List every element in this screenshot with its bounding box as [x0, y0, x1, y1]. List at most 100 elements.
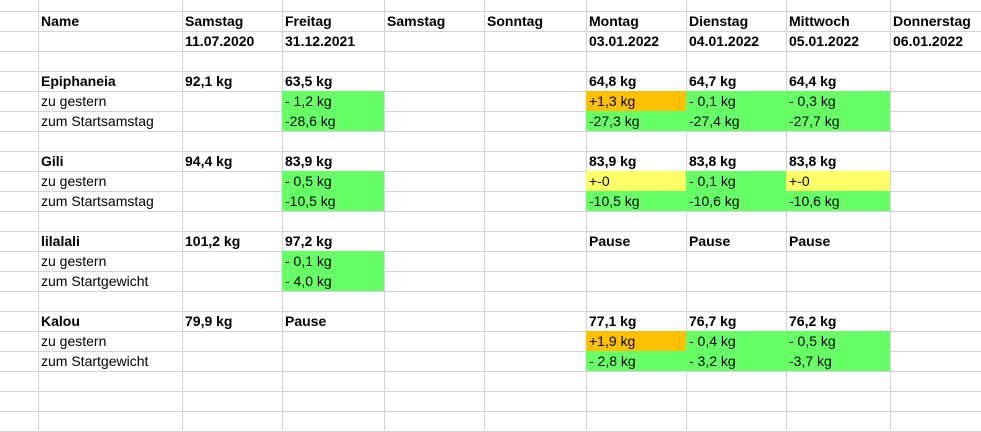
day-header-cell[interactable]: Samstag [387, 13, 446, 29]
diff-value-cell[interactable]: - 4,0 kg [282, 271, 384, 291]
diff-value-cell[interactable]: - 1,2 kg [282, 91, 384, 111]
weight-cell[interactable]: 64,7 kg [689, 73, 737, 89]
diff-value-cell[interactable]: -28,6 kg [282, 111, 384, 131]
person-name-cell[interactable]: Epiphaneia [41, 73, 116, 89]
diff-label-cell[interactable]: zu gestern [41, 93, 107, 109]
weight-cell[interactable] [384, 71, 484, 91]
day-header-cell[interactable]: Dienstag [689, 13, 749, 29]
day-header-cell[interactable]: Montag [589, 13, 639, 29]
diff-value-cell[interactable]: -27,3 kg [586, 111, 686, 131]
diff-value-cell[interactable] [890, 271, 981, 291]
diff-label-cell[interactable]: zum Startsamstag [41, 193, 154, 209]
diff-label-cell[interactable]: zu gestern [41, 173, 107, 189]
diff-value-cell[interactable]: - 0,1 kg [686, 171, 786, 191]
diff-value-cell[interactable] [786, 271, 890, 291]
diff-value-cell[interactable]: -3,7 kg [786, 351, 890, 371]
diff-value-cell[interactable] [484, 331, 586, 351]
diff-value-cell[interactable] [890, 171, 981, 191]
diff-label-cell[interactable]: zum Startgewicht [41, 353, 149, 369]
diff-value-cell[interactable] [686, 271, 786, 291]
weight-cell[interactable] [484, 151, 586, 171]
diff-value-cell[interactable] [384, 271, 484, 291]
diff-value-cell[interactable] [890, 91, 981, 111]
weight-cell[interactable] [484, 311, 586, 331]
weight-cell[interactable]: 83,9 kg [285, 153, 333, 169]
weight-cell[interactable] [384, 311, 484, 331]
diff-value-cell[interactable] [182, 171, 282, 191]
diff-label-cell[interactable]: zu gestern [41, 333, 107, 349]
diff-value-cell[interactable] [384, 91, 484, 111]
diff-value-cell[interactable] [282, 351, 384, 371]
diff-value-cell[interactable] [282, 331, 384, 351]
person-name-cell[interactable]: lilalali [41, 233, 80, 249]
day-header-cell[interactable]: Freitag [285, 13, 332, 29]
diff-value-cell[interactable]: +-0 [586, 171, 686, 191]
diff-label-cell[interactable]: zum Startsamstag [41, 113, 154, 129]
diff-value-cell[interactable] [182, 271, 282, 291]
diff-value-cell[interactable]: +-0 [786, 171, 890, 191]
diff-value-cell[interactable]: - 3,2 kg [686, 351, 786, 371]
day-header-cell[interactable]: Mittwoch [789, 13, 850, 29]
diff-value-cell[interactable]: -27,7 kg [786, 111, 890, 131]
diff-value-cell[interactable] [786, 251, 890, 271]
date-header-cell[interactable]: 11.07.2020 [185, 33, 255, 49]
diff-value-cell[interactable]: -10,6 kg [686, 191, 786, 211]
weight-cell[interactable]: Pause [789, 233, 831, 249]
date-header-cell[interactable]: 31.12.2021 [285, 33, 356, 49]
diff-value-cell[interactable] [686, 251, 786, 271]
diff-value-cell[interactable] [182, 191, 282, 211]
diff-value-cell[interactable] [384, 251, 484, 271]
diff-label-cell[interactable]: zu gestern [41, 253, 107, 269]
diff-value-cell[interactable]: -27,4 kg [686, 111, 786, 131]
weight-cell[interactable]: 77,1 kg [589, 313, 637, 329]
weight-cell[interactable]: 76,7 kg [689, 313, 737, 329]
diff-value-cell[interactable] [890, 251, 981, 271]
day-header-cell[interactable]: Samstag [185, 13, 244, 29]
weight-cell[interactable]: 83,8 kg [689, 153, 737, 169]
diff-value-cell[interactable]: - 0,3 kg [786, 91, 890, 111]
diff-value-cell[interactable] [384, 331, 484, 351]
diff-value-cell[interactable]: - 0,5 kg [282, 171, 384, 191]
date-header-cell[interactable] [384, 31, 484, 51]
diff-value-cell[interactable] [182, 111, 282, 131]
person-name-cell[interactable]: Kalou [41, 313, 80, 329]
weight-cell[interactable]: Pause [589, 233, 631, 249]
diff-value-cell[interactable] [484, 251, 586, 271]
diff-value-cell[interactable]: - 2,8 kg [586, 351, 686, 371]
diff-value-cell[interactable]: +1,9 kg [586, 331, 686, 351]
weight-cell[interactable]: 97,2 kg [285, 233, 333, 249]
weight-cell[interactable]: Pause [285, 313, 327, 329]
diff-value-cell[interactable] [484, 351, 586, 371]
weight-cell[interactable] [890, 151, 981, 171]
weight-cell[interactable] [384, 151, 484, 171]
weight-cell[interactable]: 83,8 kg [789, 153, 837, 169]
weight-cell[interactable] [384, 231, 484, 251]
diff-value-cell[interactable] [182, 251, 282, 271]
weight-cell[interactable]: Pause [689, 233, 731, 249]
diff-value-cell[interactable] [384, 191, 484, 211]
date-header-cell[interactable] [484, 31, 586, 51]
diff-value-cell[interactable] [890, 351, 981, 371]
diff-value-cell[interactable] [484, 111, 586, 131]
weight-cell[interactable] [890, 231, 981, 251]
weight-cell[interactable] [890, 311, 981, 331]
day-header-cell[interactable]: Sonntag [487, 13, 543, 29]
weight-cell[interactable]: 64,8 kg [589, 73, 637, 89]
diff-value-cell[interactable]: - 0,4 kg [686, 331, 786, 351]
diff-value-cell[interactable] [890, 191, 981, 211]
diff-value-cell[interactable] [890, 331, 981, 351]
diff-value-cell[interactable] [484, 91, 586, 111]
diff-value-cell[interactable] [586, 251, 686, 271]
name-header-cell[interactable]: Name [41, 13, 80, 29]
weight-cell[interactable] [484, 71, 586, 91]
diff-value-cell[interactable] [384, 111, 484, 131]
diff-value-cell[interactable] [484, 191, 586, 211]
weight-cell[interactable]: 83,9 kg [589, 153, 637, 169]
diff-value-cell[interactable] [586, 271, 686, 291]
day-header-cell[interactable]: Donnerstag [893, 13, 971, 29]
diff-value-cell[interactable] [182, 91, 282, 111]
weight-cell[interactable]: 79,9 kg [185, 313, 233, 329]
weight-cell[interactable] [890, 71, 981, 91]
date-header-cell[interactable]: 06.01.2022 [893, 33, 964, 49]
date-header-cell[interactable]: 04.01.2022 [689, 33, 760, 49]
